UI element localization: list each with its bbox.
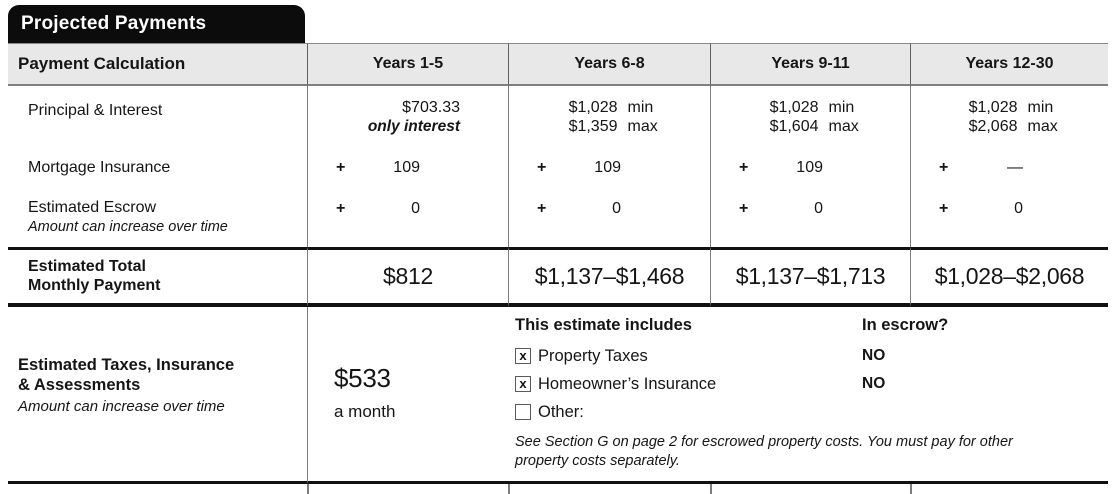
principal-interest-years-1-5: $703.33 only interest bbox=[307, 86, 508, 150]
plus-sign: + bbox=[739, 159, 749, 176]
include-item-label: Homeowner’s Insurance bbox=[538, 374, 717, 393]
pi-min-amount: $1,028 bbox=[769, 99, 819, 116]
plus-sign: + bbox=[336, 159, 346, 176]
plus-sign: + bbox=[939, 200, 949, 217]
taxes-amount-period: a month bbox=[334, 402, 396, 421]
column-rule-tick bbox=[508, 484, 510, 494]
principal-interest-years-9-11: $1,028 min $1,604 max bbox=[710, 86, 910, 150]
estimate-includes-panel: This estimate includes In escrow? x Prop… bbox=[508, 307, 1108, 484]
mortgage-insurance-years-6-8: + 109 bbox=[508, 150, 710, 195]
pi-max-amount: $1,359 bbox=[568, 118, 618, 135]
in-escrow-value: NO bbox=[862, 347, 886, 364]
include-item-label: Property Taxes bbox=[538, 346, 648, 365]
include-item-other: Other: bbox=[515, 398, 862, 426]
section-g-footnote: See Section G on page 2 for escrowed pro… bbox=[515, 434, 1013, 469]
total-years-12-30: $1,028–$2,068 bbox=[910, 247, 1108, 307]
col-header-years-12-30: Years 12-30 bbox=[910, 43, 1108, 86]
mortgage-insurance-years-1-5: + 109 bbox=[307, 150, 508, 195]
in-escrow-value-empty bbox=[862, 398, 1108, 426]
column-rule-tick bbox=[710, 484, 712, 494]
mortgage-insurance-years-12-30: + — bbox=[910, 150, 1108, 195]
escrow-increase-note: Amount can increase over time bbox=[28, 219, 228, 235]
pi-max-amount: $1,604 bbox=[769, 118, 819, 135]
estimated-escrow-years-1-5: + 0 bbox=[307, 195, 508, 247]
column-rule-tick bbox=[307, 484, 309, 494]
escrow-amount: 0 bbox=[1014, 200, 1023, 217]
payment-calculation-label: Payment Calculation bbox=[18, 54, 186, 73]
estimated-escrow-label: Estimated Escrow Amount can increase ove… bbox=[8, 195, 307, 247]
includes-title: This estimate includes bbox=[515, 316, 692, 334]
principal-interest-years-6-8: $1,028 min $1,359 max bbox=[508, 86, 710, 150]
section-title-tab: Projected Payments bbox=[8, 5, 305, 43]
section-title: Projected Payments bbox=[21, 13, 207, 34]
taxes-amount-cell: $533 a month bbox=[307, 307, 508, 484]
min-label: min bbox=[828, 99, 855, 116]
estimated-escrow-years-9-11: + 0 bbox=[710, 195, 910, 247]
col-header-years-9-11: Years 9-11 bbox=[710, 43, 910, 86]
pi-amount: $703.33 bbox=[402, 99, 460, 116]
min-label: min bbox=[627, 99, 654, 116]
in-escrow-title: In escrow? bbox=[862, 316, 949, 334]
taxes-increase-note: Amount can increase over time bbox=[18, 398, 225, 415]
pi-max-amount: $2,068 bbox=[968, 118, 1018, 135]
plus-sign: + bbox=[537, 200, 547, 217]
plus-sign: + bbox=[336, 200, 346, 217]
checkbox-checked-icon[interactable]: x bbox=[515, 348, 531, 364]
mi-amount: 109 bbox=[393, 159, 420, 176]
escrow-amount: 0 bbox=[411, 200, 420, 217]
include-item-homeowners-insurance: x Homeowner’s Insurance bbox=[515, 370, 862, 398]
checkbox-checked-icon[interactable]: x bbox=[515, 376, 531, 392]
total-years-6-8: $1,137–$1,468 bbox=[508, 247, 710, 307]
min-label: min bbox=[1027, 99, 1054, 116]
max-label: max bbox=[828, 118, 859, 135]
payment-calculation-header: Payment Calculation bbox=[8, 43, 307, 86]
column-rule-tick bbox=[910, 484, 912, 494]
col-header-years-1-5: Years 1-5 bbox=[307, 43, 508, 86]
principal-interest-years-12-30: $1,028 min $2,068 max bbox=[910, 86, 1108, 150]
in-escrow-value: NO bbox=[862, 375, 886, 392]
pi-min-amount: $1,028 bbox=[968, 99, 1018, 116]
plus-sign: + bbox=[739, 200, 749, 217]
escrow-amount: 0 bbox=[814, 200, 823, 217]
estimated-escrow-years-6-8: + 0 bbox=[508, 195, 710, 247]
principal-interest-label: Principal & Interest bbox=[28, 102, 163, 119]
mortgage-insurance-years-9-11: + 109 bbox=[710, 150, 910, 195]
pi-only-interest-note: only interest bbox=[367, 118, 460, 135]
max-label: max bbox=[1027, 118, 1058, 135]
mi-amount: 109 bbox=[796, 159, 823, 176]
plus-sign: + bbox=[939, 159, 949, 176]
pi-min-amount: $1,028 bbox=[568, 99, 618, 116]
include-item-label: Other: bbox=[538, 402, 584, 421]
mi-amount: 109 bbox=[594, 159, 621, 176]
estimated-escrow-years-12-30: + 0 bbox=[910, 195, 1108, 247]
include-item-property-taxes: x Property Taxes bbox=[515, 342, 862, 370]
checkbox-unchecked-icon[interactable] bbox=[515, 404, 531, 420]
mortgage-insurance-label: Mortgage Insurance bbox=[28, 159, 171, 176]
projected-payments-table: Payment Calculation Years 1-5 Years 6-8 … bbox=[8, 43, 1108, 484]
escrow-amount: 0 bbox=[612, 200, 621, 217]
taxes-insurance-label: Estimated Taxes, Insurance & Assessments… bbox=[8, 307, 307, 484]
col-header-years-6-8: Years 6-8 bbox=[508, 43, 710, 86]
plus-sign: + bbox=[537, 159, 547, 176]
mi-amount-dash: — bbox=[1007, 159, 1023, 176]
total-years-1-5: $812 bbox=[307, 247, 508, 307]
estimated-total-label: Estimated Total Monthly Payment bbox=[8, 247, 307, 307]
total-years-9-11: $1,137–$1,713 bbox=[710, 247, 910, 307]
max-label: max bbox=[627, 118, 658, 135]
taxes-amount: $533 bbox=[334, 363, 391, 393]
